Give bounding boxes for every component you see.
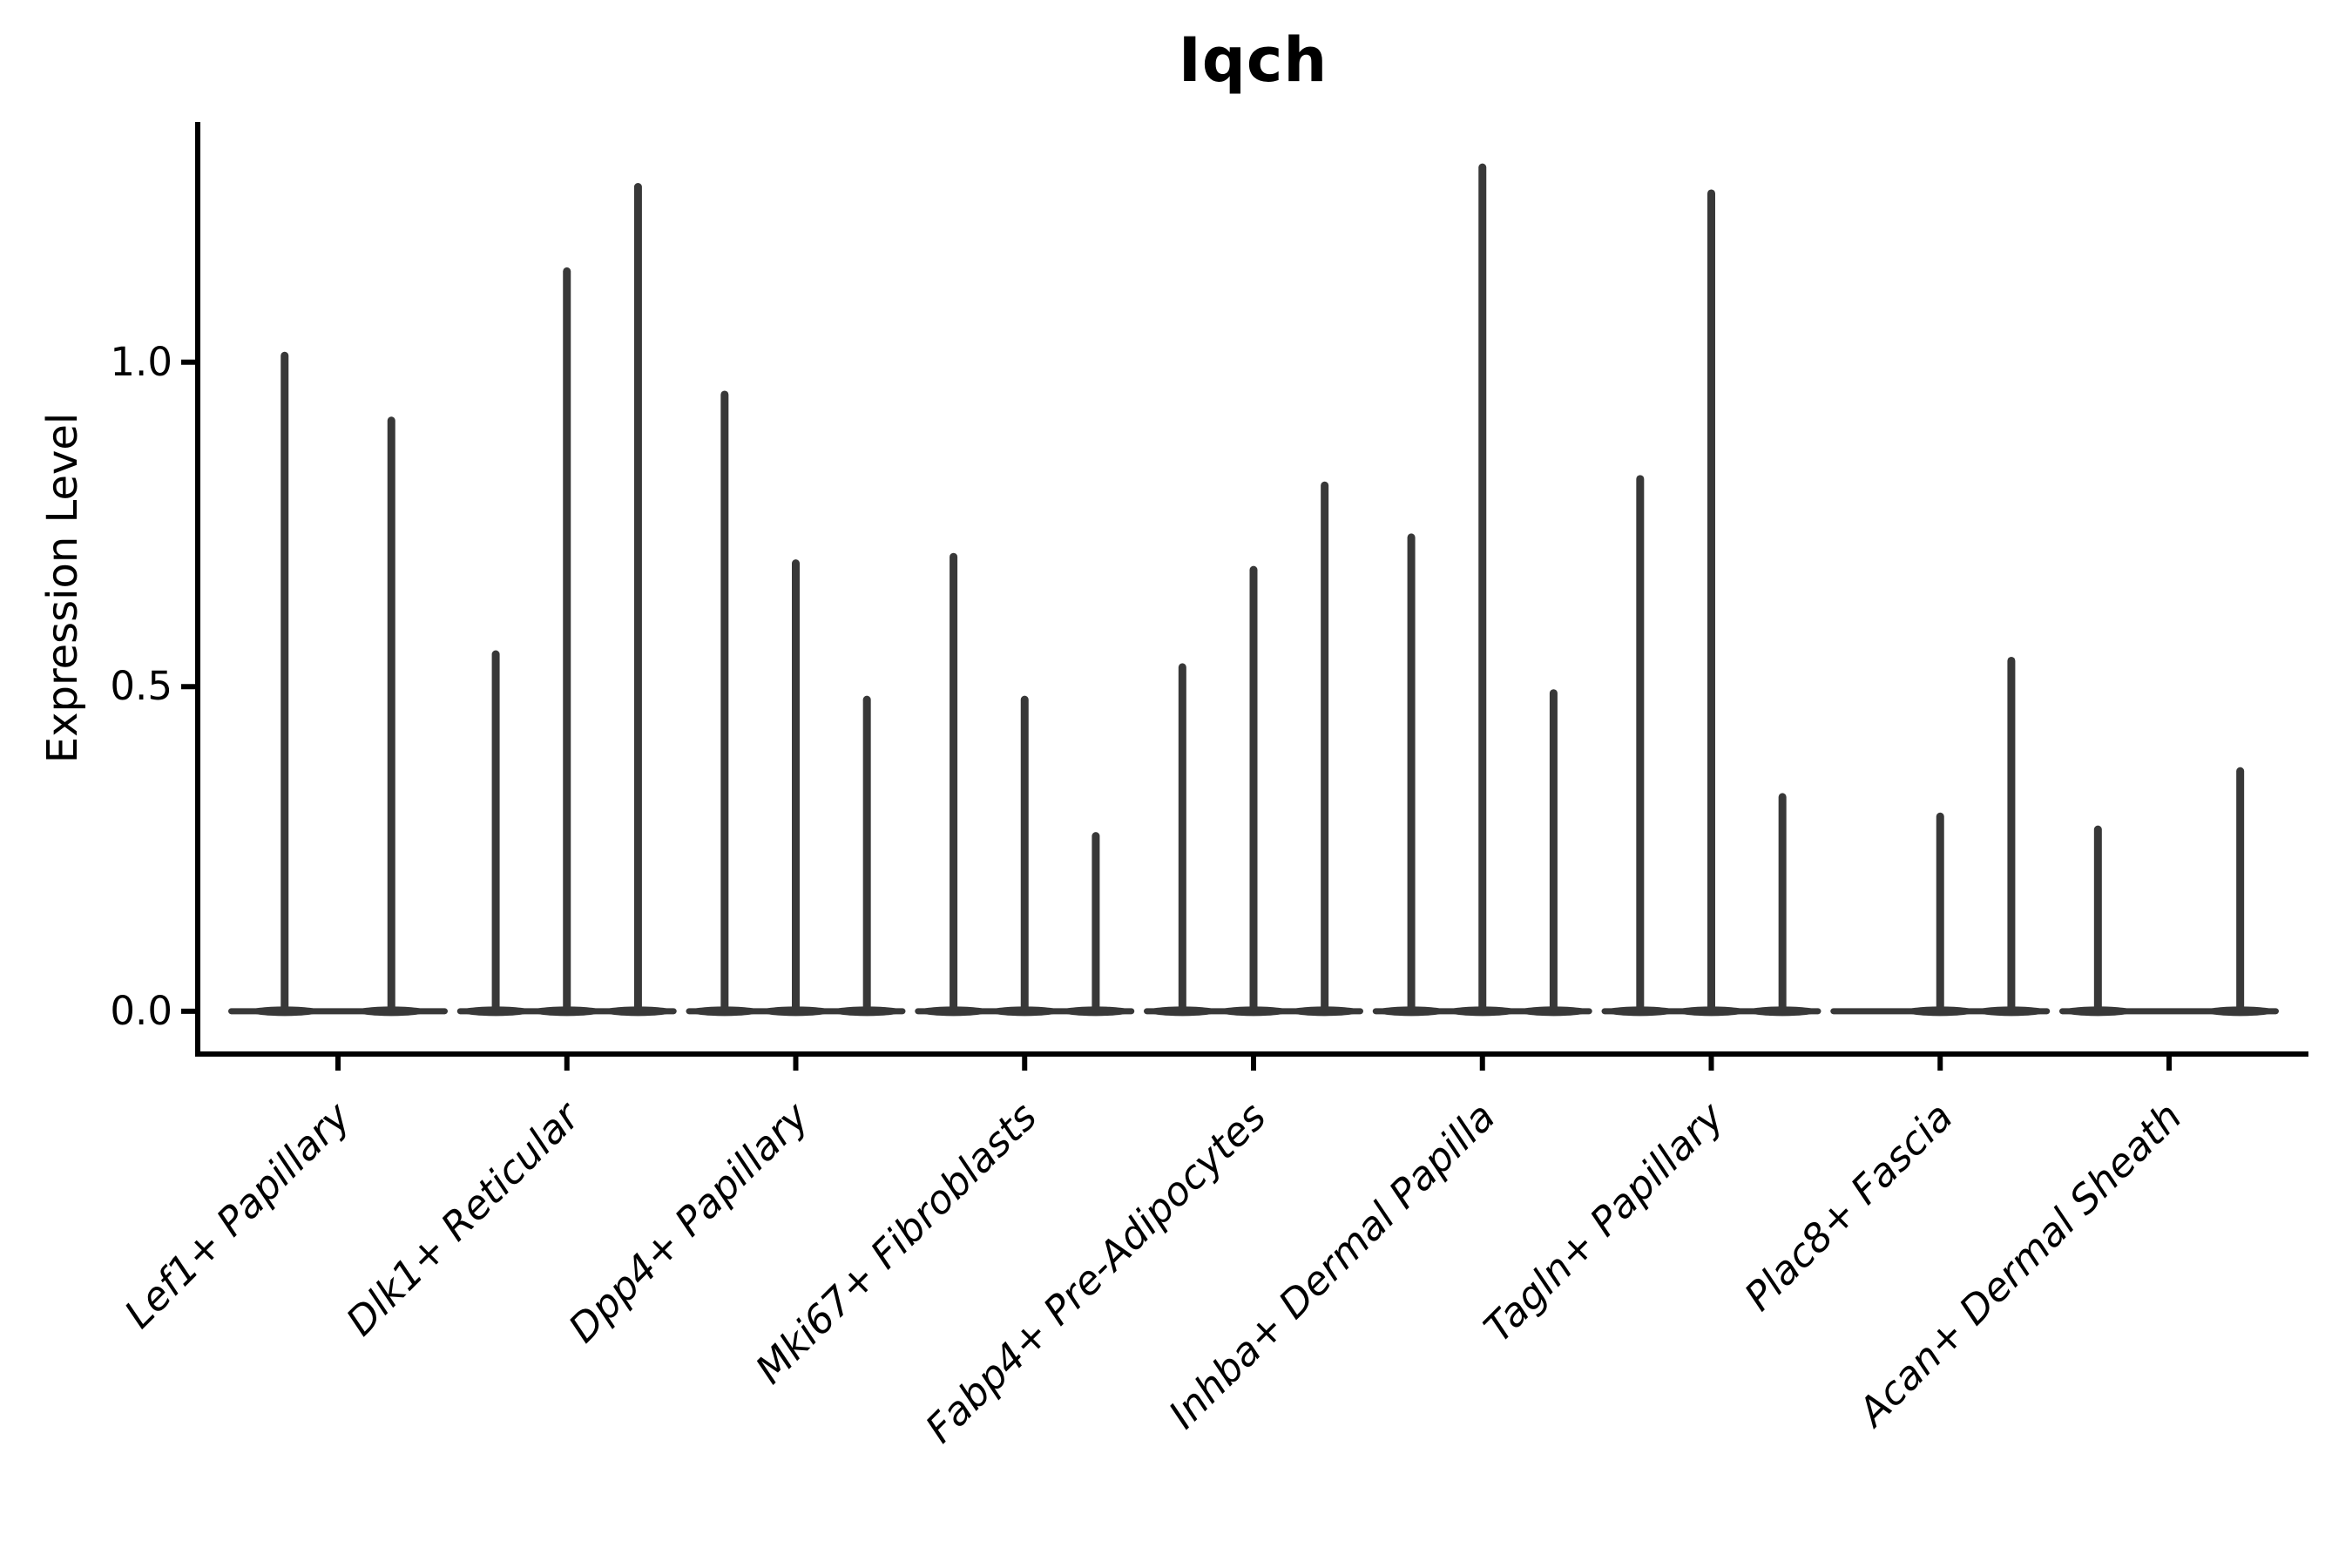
- y-tick-label: 0.0: [110, 987, 172, 1034]
- y-tick-label: 1.0: [110, 338, 172, 385]
- chart-title: Iqch: [1178, 24, 1328, 96]
- y-tick-label: 0.5: [110, 663, 172, 710]
